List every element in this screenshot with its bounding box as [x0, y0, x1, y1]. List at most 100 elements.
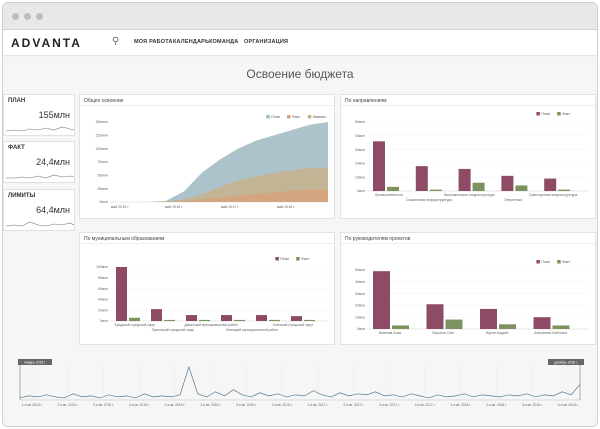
window-titlebar [3, 3, 597, 30]
x-tick-label: май 2018 г. [277, 205, 295, 209]
bar-plan [373, 271, 390, 329]
bar-plan [221, 315, 232, 321]
panel-title: По муниципальным образованиям [84, 236, 165, 242]
y-tick-label: 40млн [355, 134, 365, 138]
panel-divider [80, 105, 334, 106]
timeline-tick-label: 2-я кв. 2018 г. [486, 403, 507, 407]
window-control-dot[interactable] [36, 13, 43, 20]
bar-fact [304, 319, 315, 321]
timeline-tick-label: 2-я кв. 2017 г. [343, 403, 364, 407]
timeline-tick-label: 2-я кв. 2016 г. [200, 403, 221, 407]
y-tick-label: 60млн [98, 287, 108, 291]
app-logo[interactable]: ADVANTA [11, 36, 82, 50]
y-tick-label: 150млн [95, 120, 108, 124]
legend-label: Факт [562, 260, 570, 264]
kpi-card-fact[interactable]: ФАКТ 24,4млн [3, 141, 75, 183]
category-label: Воронов Олег [432, 331, 455, 335]
bar-fact [429, 189, 442, 191]
panel-divider [341, 243, 595, 244]
y-tick-label: 0млн [99, 200, 108, 204]
kpi-label: ПЛАН [8, 98, 26, 104]
bar-fact [234, 319, 245, 321]
kpi-sparkline [6, 174, 75, 179]
timeline-tick-label: 1-я кв. 2016 г. [165, 403, 186, 407]
bar-plan [186, 315, 197, 321]
timeline-tick-label: 4-я кв. 2018 г. [558, 403, 579, 407]
legend-swatch [536, 112, 540, 116]
panel-by-project-manager: По руководителям проектов Факт План 50млн 4… [340, 232, 596, 345]
bar-plan [116, 267, 127, 321]
bar-plan [291, 316, 302, 321]
timeline-tick-label: 3-я кв. 2018 г. [522, 403, 543, 407]
window-control-dot[interactable] [24, 13, 31, 20]
kpi-value: 24,4млн [36, 157, 70, 167]
timeline-tick-label: 4-я кв. 2017 г. [415, 403, 436, 407]
legend-swatch [536, 260, 540, 264]
x-tick-label: май 2016 г. [165, 205, 183, 209]
y-tick-label: 40млн [98, 298, 108, 302]
window-control-dot[interactable] [12, 13, 19, 20]
kpi-card-plan[interactable]: ПЛАН 155млн [3, 94, 75, 136]
bar-fact [499, 324, 516, 329]
legend-label: План [271, 115, 280, 119]
category-label: Алексеева Светлана [534, 331, 567, 335]
timeline-start-badge [18, 359, 52, 365]
legend-swatch [307, 115, 312, 119]
y-tick-label: 50млн [97, 174, 108, 178]
y-tick-label: 125млн [95, 134, 108, 138]
category-label: Брадский городской округ [115, 323, 156, 327]
y-tick-label: 30млн [355, 292, 365, 296]
y-tick-label: 40млн [355, 280, 365, 284]
category-label: Энергетика [504, 198, 522, 202]
timeline-tick-label: 2-я кв. 2015 г. [57, 403, 78, 407]
timeline-tick-label: 3-я кв. 2016 г. [236, 403, 257, 407]
bar-plan [256, 315, 267, 321]
legend-swatch [557, 260, 561, 264]
category-label: Иванова Алия [379, 331, 402, 335]
timeline-end-badge [548, 359, 584, 365]
y-tick-label: 0млн [100, 319, 108, 323]
bar-plan [458, 168, 471, 191]
nav-calendar[interactable]: КАЛЕНДАРЬ [173, 39, 210, 45]
kpi-value: 155млн [38, 110, 70, 120]
y-tick-label: 20млн [355, 162, 365, 166]
kpi-label: ЛИМИТЫ [8, 193, 36, 199]
y-tick-label: 10млн [355, 175, 365, 179]
timeline-tick-label: 3-я кв. 2017 г. [379, 403, 400, 407]
timeline-tick-label: 1-я кв. 2018 г. [450, 403, 471, 407]
legend-swatch [266, 115, 270, 119]
chart-overall-area: Лимиты Факт План 150млн 125млн 100млн 75млн 50м… [95, 115, 328, 209]
nav-my-work[interactable]: МОЯ РАБОТА [134, 39, 173, 45]
y-tick-label: 0млн [357, 189, 365, 193]
chart-bars-3: Факт План 50млн 40млн 30млн 20млн 10млн 0млн Ива… [355, 260, 589, 335]
bar-fact [552, 325, 570, 329]
nav-team[interactable]: КОМАНДА [209, 39, 239, 45]
bar-fact [129, 317, 140, 321]
bar-fact [558, 189, 571, 191]
bar-fact [199, 319, 210, 321]
legend-label: Факт [292, 115, 300, 119]
panel-title: По направлениям [345, 98, 387, 104]
category-label: Промышленность [375, 193, 403, 197]
panel-title: Общее освоение [84, 98, 124, 104]
legend-label: Лимиты [313, 115, 326, 119]
timeline-tick-label: 1-я кв. 2017 г. [308, 403, 329, 407]
panel-overall-spend: Общее освоение Лимиты Факт План 150млн 125мл… [79, 94, 335, 219]
nav-organization[interactable]: ОРГАНИЗАЦИЯ [244, 39, 289, 45]
bar-fact [445, 319, 463, 329]
top-navbar: ADVANTA ⚲ МОЯ РАБОТА КАЛЕНДАРЬ КОМАНДА О… [3, 30, 597, 56]
bar-fact [392, 325, 409, 329]
category-label: Транспортная инфраструктура [529, 193, 578, 197]
panel-title: По руководителям проектов [345, 236, 411, 242]
legend-label: Факт [301, 257, 309, 261]
bar-plan [373, 141, 385, 191]
bar-plan [544, 178, 557, 191]
kpi-card-limits[interactable]: ЛИМИТЫ 64,4млн [3, 189, 75, 231]
search-icon[interactable]: ⚲ [112, 36, 120, 47]
bar-plan [426, 304, 444, 329]
y-tick-label: 25млн [97, 187, 108, 191]
timeline-navigator[interactable]: 1-я кв. 2015 г. 2-я кв. 2015 г. 3-я кв. 20… [12, 357, 588, 413]
y-tick-label: 30млн [355, 148, 365, 152]
y-tick-label: 50млн [355, 268, 365, 272]
timeline-tick-label: 4-я кв. 2016 г. [272, 403, 293, 407]
